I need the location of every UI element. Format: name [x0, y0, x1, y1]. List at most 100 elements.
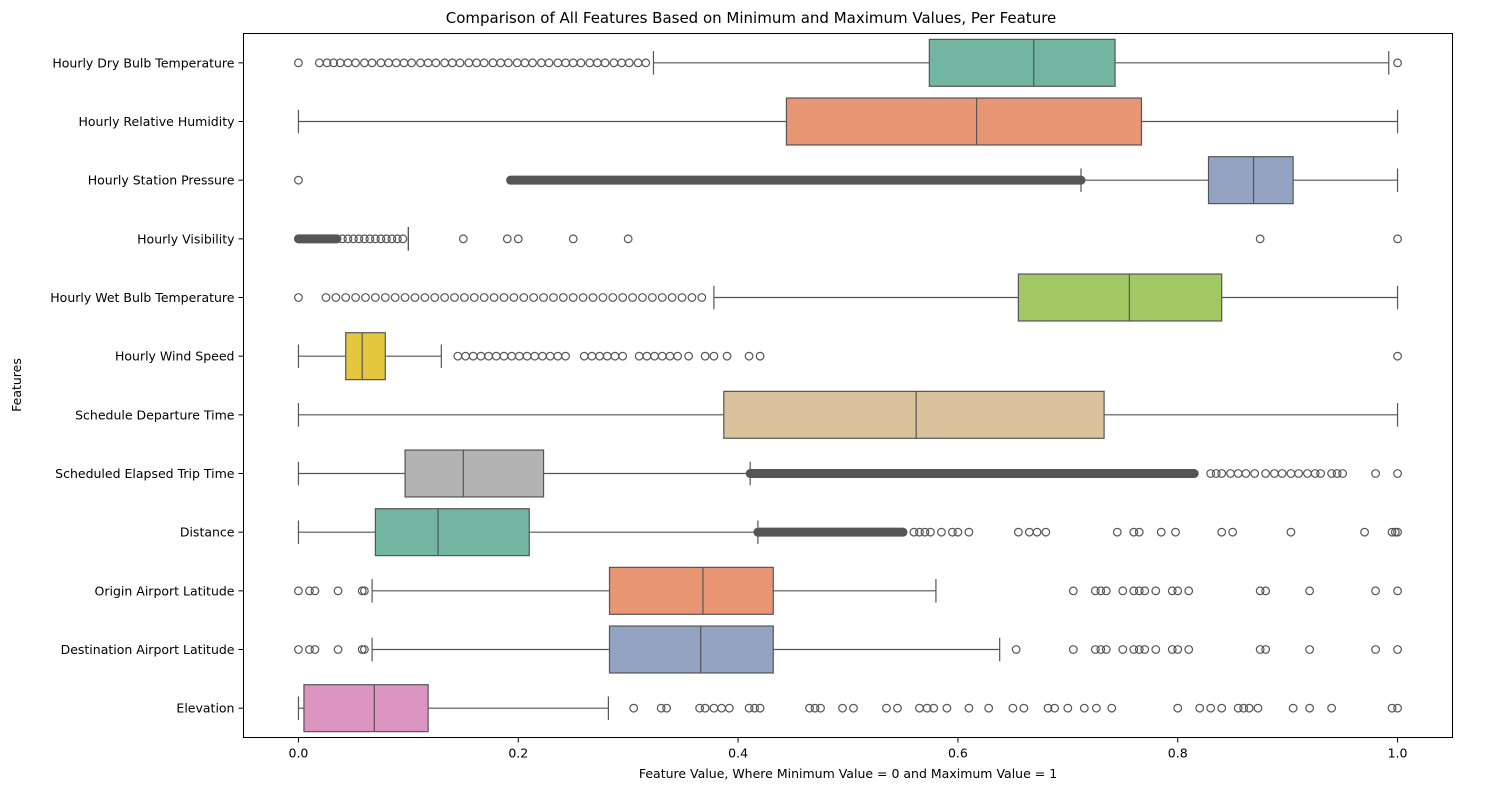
outlier-point: [948, 527, 957, 537]
outlier-point: [724, 703, 734, 713]
outlier-point: [650, 351, 659, 361]
outlier-point: [673, 351, 683, 361]
x-axis: 0.0 0.2 0.4 0.6 0.8 1.0: [289, 737, 1408, 761]
outlier-point: [665, 351, 675, 361]
outlier-point: [294, 175, 303, 185]
outlier-point: [893, 703, 902, 713]
outlier-point: [1305, 645, 1315, 654]
chart-title: Comparison of All Features Based on Mini…: [446, 9, 1057, 27]
x-tick-label: 1.0: [1388, 746, 1408, 761]
outlier-point: [1167, 645, 1177, 654]
outlier-point: [365, 234, 375, 244]
outlier-point: [528, 58, 537, 68]
box-group: [294, 38, 1402, 87]
outlier-point: [431, 58, 441, 68]
outlier-point: [360, 645, 369, 654]
outlier-point: [351, 58, 361, 68]
outlier-point: [1253, 703, 1263, 713]
outlier-point: [479, 293, 489, 302]
outlier-point: [838, 703, 847, 713]
outlier-point: [755, 703, 765, 713]
outlier-point: [1255, 645, 1265, 654]
outlier-point: [390, 293, 400, 302]
outlier-point: [455, 58, 465, 68]
outlier-point: [618, 293, 628, 302]
outlier-point: [1156, 527, 1166, 537]
y-tick-label: Origin Airport Latitude: [95, 583, 235, 598]
outlier-point: [1241, 469, 1251, 478]
outlier-point: [1332, 469, 1342, 478]
outlier-point: [341, 293, 351, 302]
outlier-point: [617, 58, 626, 68]
outlier-point: [370, 234, 380, 244]
box: [785, 97, 1143, 146]
outlier-point: [450, 293, 459, 302]
box-group: [294, 273, 1399, 322]
outlier-point: [499, 293, 509, 302]
outlier-point: [638, 293, 647, 302]
box-group: [294, 625, 1402, 674]
outlier-point: [553, 351, 563, 361]
outlier-point: [805, 703, 814, 713]
outlier-point: [750, 703, 759, 713]
outlier-point: [1310, 469, 1320, 478]
outlier-point: [568, 234, 578, 244]
y-tick-label: Hourly Relative Humidity: [78, 114, 235, 129]
box-group: [297, 449, 1402, 498]
outlier-point: [657, 293, 667, 302]
y-tick-label: Hourly Station Pressure: [88, 173, 235, 188]
outlier-point: [370, 293, 380, 302]
outlier-point: [576, 58, 586, 68]
outlier-point: [1286, 469, 1296, 478]
outlier-point: [469, 293, 479, 302]
outlier-point: [608, 293, 618, 302]
outlier-point: [920, 527, 930, 537]
outlier-point: [496, 58, 506, 68]
outlier-point: [305, 586, 314, 596]
outlier-point: [700, 351, 710, 361]
outlier-point: [376, 58, 386, 68]
outlier-point: [1101, 645, 1111, 654]
outlier-point: [1173, 586, 1183, 596]
outlier-point: [849, 703, 858, 713]
outlier-point: [333, 645, 343, 654]
outlier-point: [618, 351, 628, 361]
outlier-point: [1393, 58, 1402, 68]
outlier-point: [453, 351, 463, 361]
y-tick-label: Hourly Wet Bulb Temperature: [50, 290, 235, 305]
outlier-point: [929, 703, 939, 713]
outlier-point: [1371, 469, 1380, 478]
outlier-point: [1140, 645, 1150, 654]
outlier-point: [321, 293, 331, 302]
outlier-point: [294, 586, 303, 596]
outlier-point: [338, 234, 347, 244]
outlier-point: [1032, 527, 1042, 537]
outlier-point: [1217, 469, 1227, 478]
outlier-point: [937, 527, 946, 537]
x-tick-label: 0.6: [948, 746, 968, 761]
outlier-point: [1327, 469, 1336, 478]
outlier-point: [1043, 703, 1053, 713]
outlier-point: [697, 293, 707, 302]
outlier-point: [1393, 527, 1402, 537]
outlier-point: [322, 58, 332, 68]
outlier-point: [384, 58, 393, 68]
outlier-point: [305, 645, 314, 654]
outlier-point: [579, 351, 589, 361]
outlier-point: [544, 58, 554, 68]
outlier-point: [430, 293, 440, 302]
outlier-point: [1090, 645, 1100, 654]
outlier-point: [1393, 351, 1402, 361]
outlier-point: [1173, 645, 1183, 654]
outlier-point: [360, 234, 369, 244]
box-group: [293, 227, 1402, 251]
outlier-point: [1393, 586, 1402, 596]
outlier-point: [1151, 586, 1161, 596]
outlier-point: [942, 703, 952, 713]
outlier-point: [310, 645, 320, 654]
outlier-point: [472, 58, 481, 68]
box: [1017, 273, 1223, 322]
outlier-point: [1217, 527, 1227, 537]
box-group: [297, 684, 1402, 733]
outlier-point: [1008, 703, 1018, 713]
